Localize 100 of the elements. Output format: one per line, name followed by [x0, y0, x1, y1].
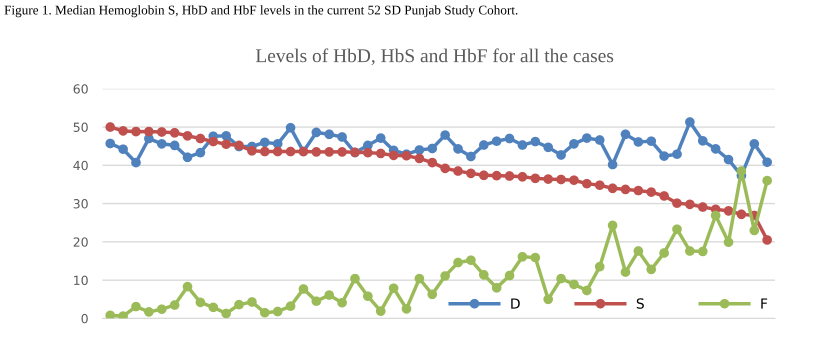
point [620, 129, 630, 140]
point [221, 130, 232, 141]
y-tick-label: 20 [74, 237, 88, 247]
point [749, 139, 760, 149]
point [543, 174, 554, 184]
point [260, 146, 270, 156]
point [608, 220, 618, 230]
point [105, 122, 116, 132]
point [685, 117, 695, 127]
point [698, 136, 708, 146]
point [518, 252, 528, 262]
point [659, 151, 669, 161]
y-tick-label: 30 [74, 199, 88, 209]
point [582, 178, 592, 189]
point [118, 144, 128, 154]
point [646, 136, 656, 146]
y-tick-label: 0 [81, 314, 88, 324]
point [376, 148, 386, 158]
legend-label: S [636, 298, 644, 309]
point [170, 140, 180, 150]
point [105, 138, 116, 148]
point [569, 175, 579, 186]
point [286, 122, 296, 133]
point [646, 187, 656, 197]
point [427, 158, 438, 168]
point [685, 246, 695, 256]
point [466, 168, 476, 178]
point [402, 304, 412, 314]
point [286, 301, 296, 312]
point [556, 174, 566, 184]
point [530, 252, 540, 262]
caption: Figure 1. Median Hemoglobin S, HbD and HbF levels in the current 52 SD Punjab Study Cohort. [4, 5, 518, 18]
point [272, 306, 283, 316]
point [518, 140, 528, 150]
point [466, 152, 476, 162]
point [466, 255, 476, 266]
point [440, 130, 450, 140]
point [736, 166, 746, 176]
point [710, 144, 721, 154]
point [633, 137, 644, 147]
point [453, 166, 463, 176]
point [569, 279, 579, 290]
point [362, 291, 373, 302]
point [492, 170, 502, 180]
point [582, 286, 592, 296]
point [272, 139, 283, 149]
point [594, 180, 605, 190]
point [633, 186, 644, 196]
point [594, 262, 605, 272]
point [337, 132, 347, 142]
point [710, 210, 721, 220]
point [260, 308, 270, 318]
point [118, 126, 128, 136]
point [208, 302, 218, 312]
point [337, 298, 347, 308]
point [427, 144, 438, 154]
point [324, 147, 334, 157]
point [234, 300, 244, 310]
point [156, 304, 167, 314]
point [736, 209, 746, 220]
point [182, 152, 192, 162]
y-tick-label: 60 [74, 84, 88, 94]
point [672, 224, 682, 234]
legend-label: D [511, 298, 520, 309]
point [492, 282, 502, 293]
point [543, 294, 554, 304]
point [324, 129, 334, 140]
point [492, 136, 502, 146]
point [311, 296, 322, 306]
point [440, 164, 450, 174]
point [131, 158, 141, 168]
point [530, 173, 540, 184]
point [196, 134, 206, 144]
point [608, 183, 618, 194]
point [427, 289, 438, 300]
point [672, 198, 682, 208]
point [247, 297, 257, 307]
point [118, 311, 128, 318]
point [170, 300, 180, 310]
chart-title: Levels of HbD, HbS and HbF for all the cases [256, 48, 614, 66]
point [453, 144, 463, 154]
point [324, 290, 334, 300]
y-tick-label: 40 [73, 160, 88, 170]
point [376, 306, 386, 316]
point [724, 237, 734, 248]
point [698, 202, 708, 212]
point [685, 199, 695, 210]
point [311, 147, 322, 157]
point [414, 145, 424, 155]
point [170, 128, 180, 138]
point [478, 170, 489, 180]
point [749, 226, 760, 236]
point [414, 274, 424, 284]
point [478, 270, 489, 280]
legend-label: F [761, 298, 768, 309]
point [196, 148, 206, 158]
point [762, 157, 772, 168]
point [762, 235, 772, 245]
point [543, 142, 554, 152]
point [221, 308, 232, 318]
